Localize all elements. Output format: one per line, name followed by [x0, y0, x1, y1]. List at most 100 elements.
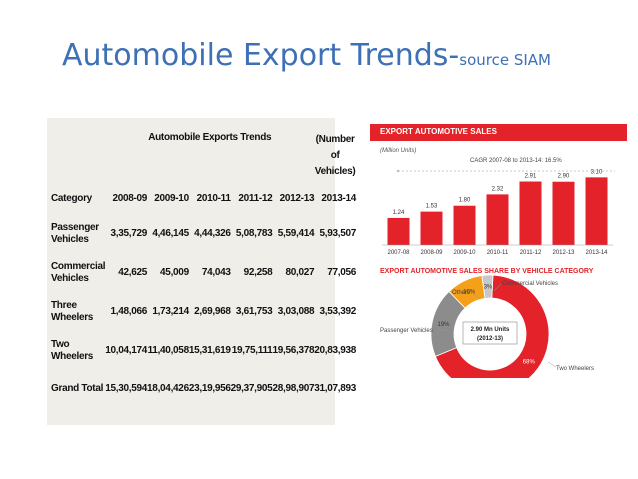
row-category-line: Wheelers [51, 350, 94, 362]
row-category: Passenger Vehicles [47, 214, 105, 253]
table-cell: 2,69,968 [194, 305, 231, 317]
slide-title-source: source SIAM [459, 51, 551, 69]
table-cell: 5,59,414 [277, 227, 315, 239]
pie-center-label: 2.90 Mn Units [471, 327, 510, 333]
table-cell: 74,043 [201, 266, 231, 278]
bar-value-label: 3.10 [591, 169, 603, 175]
bar-value-label: 2.90 [558, 174, 570, 180]
table-unit-line: of [330, 150, 340, 161]
table-row: Three Wheelers 1,48,066 1,73,214 2,69,968… [47, 292, 356, 331]
table-cell: 77,056 [327, 266, 357, 278]
table-cell: 5,93,507 [319, 227, 357, 239]
row-category: Grand Total [51, 383, 104, 394]
table-cell: 4,44,326 [194, 227, 231, 239]
table-cell: 11,40,058 [147, 344, 190, 356]
pie-leader-line [547, 361, 557, 368]
table-cell: 18,04,426 [147, 383, 189, 394]
table-cell: 3,03,088 [277, 305, 315, 317]
table-row: Passenger Vehicles 3,35,729 4,46,145 4,44… [47, 214, 356, 253]
pie-percent-label: 3% [484, 285, 493, 291]
table-cell: 10,04,174 [105, 344, 148, 356]
pie-center-label: (2012-13) [477, 336, 503, 342]
x-tick-label: 2013-14 [585, 250, 608, 256]
table-cell: 3,35,729 [110, 227, 148, 239]
table-title: Automobile Exports Trends [148, 132, 272, 143]
table-cell: 92,258 [243, 266, 273, 278]
pie-percent-label: 19% [438, 322, 451, 328]
table-row: Commercial Vehicles 42,625 45,009 74,043 … [47, 253, 356, 292]
category-header: Category [51, 193, 92, 204]
bar [519, 181, 542, 245]
bar-value-label: 1.53 [426, 204, 438, 210]
table-header-row: Category 2008-09 2009-10 2010-11 2011-12… [47, 184, 356, 214]
bar [486, 194, 509, 245]
pie-category-label: Two Wheelers [556, 366, 594, 372]
table-cell: 19,56,378 [272, 344, 315, 356]
table-cell: 5,08,783 [235, 227, 273, 239]
row-category-line: Wheelers [51, 311, 94, 323]
row-category-line: Passenger [51, 221, 99, 233]
year-header: 2008-09 [112, 193, 148, 204]
bar [585, 177, 608, 245]
pie-percent-label: 10% [463, 289, 476, 295]
x-tick-label: 2012-13 [552, 250, 575, 256]
cagr-line-start [396, 169, 400, 173]
table-cell: 31,07,893 [314, 383, 357, 394]
row-category: Commercial Vehicles [47, 253, 106, 292]
export-sales-panel: EXPORT AUTOMOTIVE SALES (Million Units) … [370, 118, 627, 378]
bar-value-label: 1.80 [459, 198, 471, 204]
exports-table: Automobile Exports Trends (Number of Veh… [47, 118, 356, 408]
table-cell: 80,027 [285, 266, 315, 278]
row-category-line: Commercial [51, 260, 106, 272]
table-cell: 29,37,905 [230, 383, 273, 394]
row-category: Two Wheelers [47, 331, 105, 370]
pie-leader-line [493, 283, 502, 292]
table-unit: (Number of Vehicles) [314, 118, 356, 184]
bar-chart: 1.24 2007-08 1.53 2008-09 1.80 2009-10 2.32 201… [382, 169, 615, 256]
bar [453, 205, 476, 245]
table-cell: 45,009 [160, 266, 189, 278]
slide-title: Automobile Export Trends-source SIAM [62, 38, 551, 73]
table-cell: 3,61,753 [235, 305, 273, 317]
table-cell: 15,31,619 [188, 344, 231, 356]
row-category-line: Vehicles [51, 272, 89, 284]
x-tick-label: 2009-10 [453, 250, 476, 256]
pie-chart-title: EXPORT AUTOMOTIVE SALES SHARE BY VEHICLE… [380, 268, 594, 275]
row-category-line: Vehicles [51, 233, 89, 245]
pie-percent-label: 68% [523, 359, 536, 365]
pie-category-label: Commercial Vehicles [502, 281, 558, 287]
year-header: 2011-12 [238, 193, 273, 204]
pie-slice [481, 274, 494, 299]
pie-center-box [462, 321, 518, 345]
year-header: 2009-10 [154, 193, 189, 204]
year-header: 2013-14 [321, 193, 357, 204]
bar [420, 211, 443, 245]
table-cell: 1,48,066 [110, 305, 148, 317]
year-header: 2012-13 [279, 193, 315, 204]
bar-chart-subtitle: (Million Units) [380, 148, 417, 154]
table-cell: 23,19,956 [188, 383, 231, 394]
bar-value-label: 1.24 [393, 210, 405, 216]
table-cell: 19,75,111 [231, 344, 273, 356]
table-row: Two Wheelers 10,04,174 11,40,058 15,31,61… [47, 331, 356, 370]
row-category: Three Wheelers [47, 292, 105, 331]
table-cell: 15,30,594 [105, 383, 148, 394]
table-cell: 4,46,145 [152, 227, 189, 239]
pie-chart: 68% 19% 10% 3% 2.90 Mn Units (2012-13) Two Whe… [380, 274, 594, 378]
bar-chart-annotation: CAGR 2007-08 to 2013-14: 16.5% [470, 158, 562, 164]
row-category-line: Two [51, 338, 70, 350]
slide-title-main: Automobile Export Trends- [62, 38, 460, 73]
bar-value-label: 2.32 [492, 186, 504, 192]
table-unit-line: (Number [315, 134, 355, 145]
pie-leader-line [470, 291, 481, 300]
table-cell: 20,83,938 [314, 344, 357, 356]
table-unit-line: Vehicles) [314, 166, 356, 177]
x-tick-label: 2008-09 [420, 250, 443, 256]
table-cell: 1,73,214 [152, 305, 189, 317]
year-header: 2010-11 [196, 193, 231, 204]
x-tick-label: 2011-12 [520, 250, 542, 256]
row-category-line: Three [51, 299, 77, 311]
pie-category-label: Others [452, 290, 470, 296]
exports-table-panel: Automobile Exports Trends (Number of Veh… [47, 118, 356, 425]
bar-chart-header: EXPORT AUTOMOTIVE SALES [370, 124, 627, 141]
